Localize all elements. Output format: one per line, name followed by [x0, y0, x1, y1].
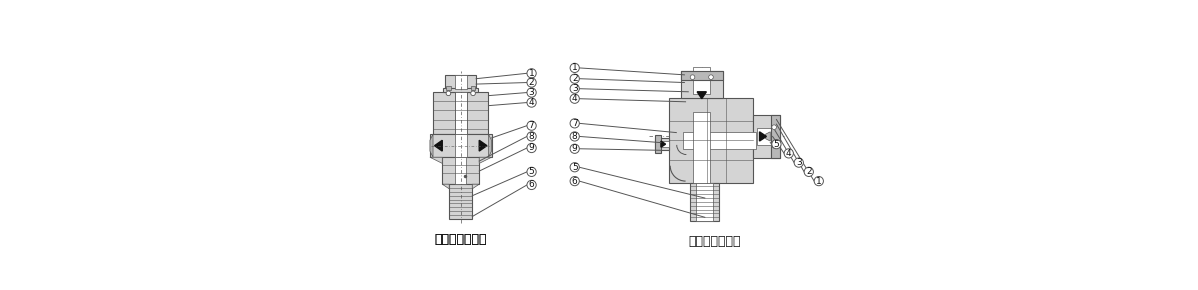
Bar [442, 157, 479, 184]
Text: 6: 6 [528, 180, 534, 189]
Polygon shape [766, 132, 770, 141]
Circle shape [570, 94, 580, 103]
Circle shape [785, 149, 793, 158]
Circle shape [527, 143, 537, 153]
Polygon shape [479, 140, 486, 151]
Circle shape [570, 84, 580, 93]
Circle shape [527, 98, 537, 107]
Polygon shape [661, 141, 666, 147]
Circle shape [527, 180, 537, 190]
Circle shape [527, 167, 537, 177]
Text: 6: 6 [571, 177, 577, 186]
Text: 9: 9 [571, 144, 577, 153]
Bar [694, 112, 710, 183]
Text: 1: 1 [816, 177, 822, 186]
Polygon shape [471, 86, 476, 90]
Polygon shape [435, 140, 442, 151]
Bar [432, 92, 489, 134]
Polygon shape [446, 86, 450, 90]
Text: 4: 4 [571, 94, 577, 103]
Text: 4: 4 [786, 149, 792, 158]
Bar [659, 141, 668, 147]
Circle shape [570, 144, 580, 153]
Circle shape [570, 177, 580, 186]
Circle shape [527, 121, 537, 130]
Circle shape [527, 88, 537, 97]
Circle shape [527, 132, 537, 141]
Text: 2: 2 [571, 74, 577, 83]
Bar [454, 92, 467, 134]
Text: 7: 7 [528, 121, 534, 130]
Bar [454, 134, 467, 157]
Text: 4: 4 [528, 98, 534, 107]
Bar [655, 138, 668, 150]
Circle shape [709, 75, 713, 79]
Polygon shape [489, 134, 491, 157]
Circle shape [570, 63, 580, 72]
Circle shape [570, 132, 580, 141]
Circle shape [570, 163, 580, 172]
Polygon shape [697, 92, 707, 99]
Text: エルボユニオン: エルボユニオン [689, 235, 742, 248]
Circle shape [772, 143, 776, 148]
Bar [683, 132, 756, 149]
Circle shape [446, 91, 450, 96]
Text: 5: 5 [528, 167, 534, 176]
Circle shape [772, 125, 776, 130]
Text: 3: 3 [571, 84, 577, 93]
Circle shape [570, 74, 580, 83]
Text: 2: 2 [806, 167, 811, 176]
Text: 7: 7 [571, 119, 577, 128]
Circle shape [804, 167, 813, 177]
Bar [655, 135, 661, 153]
Text: 9: 9 [528, 144, 534, 153]
Polygon shape [442, 184, 449, 189]
Text: 3: 3 [795, 158, 801, 167]
Polygon shape [472, 184, 479, 189]
Polygon shape [430, 134, 432, 157]
Text: ハーフユニオン: ハーフユニオン [435, 233, 488, 246]
Circle shape [815, 177, 823, 186]
Bar [443, 88, 478, 92]
Circle shape [772, 139, 781, 149]
Text: 2: 2 [528, 78, 534, 87]
Bar [668, 98, 754, 183]
Bar [754, 115, 780, 158]
Bar [757, 128, 780, 145]
Bar [680, 71, 722, 98]
Circle shape [570, 119, 580, 128]
Polygon shape [430, 157, 442, 163]
Text: 5: 5 [774, 140, 780, 149]
Bar [690, 183, 720, 221]
Bar [680, 71, 722, 80]
Polygon shape [479, 157, 491, 163]
Bar [430, 134, 491, 157]
Text: 8: 8 [571, 132, 577, 141]
Bar [446, 75, 476, 89]
Circle shape [794, 158, 804, 167]
Bar [455, 157, 466, 184]
Text: 8: 8 [528, 132, 534, 141]
Text: 1: 1 [528, 69, 534, 78]
Circle shape [690, 75, 695, 79]
Bar [772, 115, 780, 158]
Text: 3: 3 [528, 88, 534, 97]
Bar [694, 67, 710, 94]
Bar [696, 183, 713, 221]
Bar [449, 184, 472, 219]
Circle shape [527, 78, 537, 87]
Circle shape [471, 91, 476, 96]
Text: 1: 1 [571, 64, 577, 72]
Polygon shape [760, 132, 767, 141]
Text: 5: 5 [571, 163, 577, 172]
Text: ハーフユニオン: ハーフユニオン [435, 233, 488, 246]
Circle shape [527, 69, 537, 78]
Bar [454, 75, 467, 89]
